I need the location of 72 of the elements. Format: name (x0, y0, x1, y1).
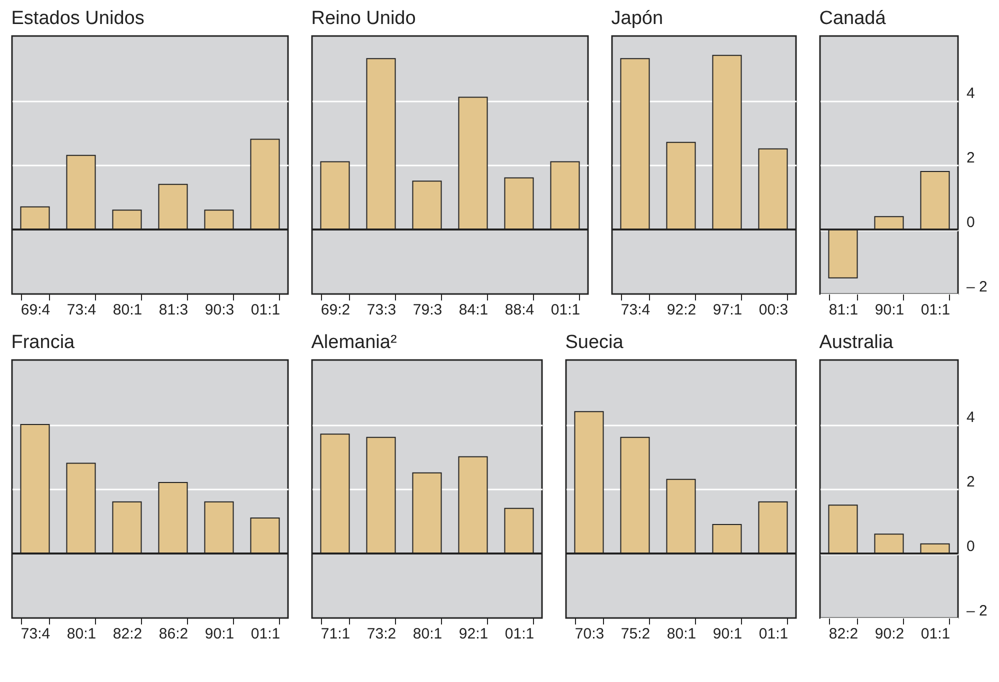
bar (366, 58, 396, 230)
x-tick-label: 70:3 (574, 626, 604, 642)
x-tick-label: 92:1 (458, 626, 488, 642)
x-tick-label: 79:3 (412, 302, 442, 318)
bar (204, 501, 234, 554)
x-tick-label: 80:1 (112, 302, 142, 318)
y-tick-label: 2 (966, 150, 975, 166)
bar (458, 96, 488, 230)
x-tick-label: 01:1 (550, 302, 580, 318)
x-tick-label: 69:2 (320, 302, 350, 318)
x-tick-label: 75:2 (620, 626, 650, 642)
x-tick-label: 01:1 (758, 626, 788, 642)
y-tick-label: 2 (966, 474, 975, 490)
x-tick-label: 80:1 (666, 626, 696, 642)
x-tick-label: 73:4 (620, 302, 650, 318)
bar (158, 482, 188, 554)
x-tick-label: 82:2 (112, 626, 142, 642)
x-tick-label: 97:1 (712, 302, 742, 318)
x-tick-label: 69:4 (20, 302, 50, 318)
x-tick-label: 01:1 (250, 626, 280, 642)
y-tick-label: – 2 (966, 602, 988, 620)
y-tick-label: 0 (966, 214, 975, 231)
bar (112, 501, 142, 554)
x-tick-label: 90:3 (204, 302, 234, 318)
chart-title: Reino Unido (311, 8, 416, 29)
chart-title: Suecia (565, 332, 624, 353)
y-tick-label: 0 (966, 538, 975, 555)
x-tick-label: 71:1 (320, 626, 350, 642)
x-tick-label: 92:2 (666, 302, 696, 318)
bar (204, 210, 234, 230)
bar (20, 206, 50, 230)
x-tick-label: 80:1 (66, 626, 96, 642)
bar (158, 184, 188, 230)
x-tick-label: 01:1 (250, 302, 280, 318)
x-tick-label: 86:2 (158, 626, 188, 642)
bar (112, 210, 142, 230)
y-tick-label: 4 (966, 409, 975, 426)
bar (250, 518, 280, 554)
chart-title: Australia (819, 332, 894, 353)
x-tick-label: 00:3 (758, 302, 788, 318)
x-tick-label: 90:2 (874, 626, 904, 642)
x-tick-label: 82:2 (828, 626, 858, 642)
x-tick-label: 80:1 (412, 626, 442, 642)
bar (66, 462, 96, 554)
y-tick-label: – 2 (966, 278, 988, 296)
x-tick-label: 81:3 (158, 302, 188, 318)
x-tick-label: 90:1 (874, 302, 904, 318)
chart-title: Japón (611, 8, 664, 29)
bar (320, 161, 350, 230)
x-tick-label: 73:3 (366, 302, 396, 318)
bar (250, 138, 280, 230)
bar (412, 180, 442, 230)
chart-title: Francia (11, 332, 76, 353)
x-tick-label: 73:4 (66, 302, 96, 318)
chart-title: Canadá (819, 8, 886, 29)
chart-title: Alemania² (311, 332, 397, 353)
x-tick-label: 73:4 (20, 626, 50, 642)
x-tick-label: 90:1 (712, 626, 742, 642)
x-tick-label: 01:1 (920, 302, 950, 318)
bar (504, 177, 534, 230)
x-tick-label: 01:1 (504, 626, 534, 642)
x-tick-label: 84:1 (458, 302, 488, 318)
x-tick-label: 88:4 (504, 302, 534, 318)
x-tick-label: 01:1 (920, 626, 950, 642)
x-tick-label: 90:1 (204, 626, 234, 642)
bar (20, 424, 50, 554)
bar (66, 154, 96, 230)
y-tick-label: 4 (966, 85, 975, 102)
chart-title: Estados Unidos (11, 8, 144, 29)
bar (550, 161, 580, 230)
x-tick-label: 73:2 (366, 626, 396, 642)
x-tick-label: 81:1 (828, 302, 858, 318)
